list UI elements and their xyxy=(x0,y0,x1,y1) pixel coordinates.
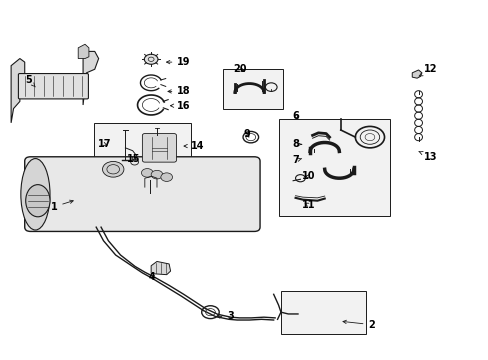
Text: 14: 14 xyxy=(183,141,204,151)
Text: 15: 15 xyxy=(126,154,140,163)
Text: 9: 9 xyxy=(243,129,250,139)
Text: 13: 13 xyxy=(418,152,437,162)
Text: 8: 8 xyxy=(291,139,301,149)
Text: 2: 2 xyxy=(342,320,374,330)
FancyBboxPatch shape xyxy=(25,157,260,231)
Text: 5: 5 xyxy=(26,75,35,87)
Polygon shape xyxy=(78,44,89,59)
Circle shape xyxy=(141,168,153,177)
Text: 10: 10 xyxy=(301,171,315,181)
Text: 7: 7 xyxy=(291,156,301,165)
Polygon shape xyxy=(83,51,99,105)
Bar xyxy=(281,291,366,334)
Text: 19: 19 xyxy=(166,57,190,67)
FancyBboxPatch shape xyxy=(142,134,176,162)
Polygon shape xyxy=(151,261,170,275)
Circle shape xyxy=(102,161,123,177)
Text: 12: 12 xyxy=(418,64,437,76)
Bar xyxy=(222,69,283,109)
Circle shape xyxy=(151,170,163,179)
Text: 6: 6 xyxy=(291,111,298,121)
Circle shape xyxy=(161,173,172,181)
Ellipse shape xyxy=(26,185,50,217)
Text: 17: 17 xyxy=(98,139,111,149)
Text: 1: 1 xyxy=(50,200,73,212)
Polygon shape xyxy=(411,70,421,78)
Circle shape xyxy=(144,54,158,64)
Text: 18: 18 xyxy=(168,86,191,96)
Text: 16: 16 xyxy=(170,101,190,111)
Polygon shape xyxy=(11,59,25,123)
Text: 20: 20 xyxy=(232,64,246,74)
Text: 11: 11 xyxy=(301,200,315,210)
FancyBboxPatch shape xyxy=(19,73,88,99)
Text: 3: 3 xyxy=(216,311,234,321)
Bar xyxy=(278,119,389,216)
Ellipse shape xyxy=(21,158,50,230)
Bar xyxy=(94,123,191,166)
Text: 4: 4 xyxy=(148,272,155,282)
